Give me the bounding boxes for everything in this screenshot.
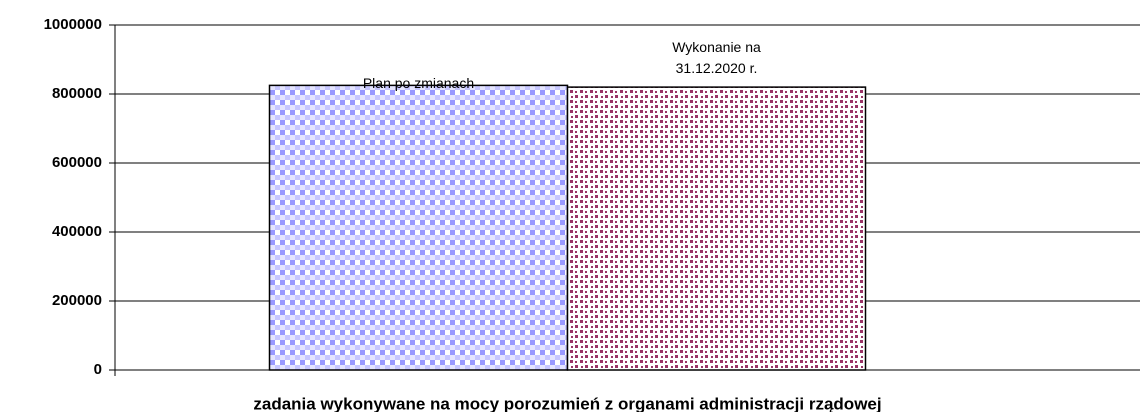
y-tick-label: 800000: [52, 85, 102, 102]
y-tick-label: 600000: [52, 154, 102, 171]
y-tick-label: 0: [94, 361, 102, 378]
bar: [566, 86, 867, 371]
series-label: Wykonanie na 31.12.2020 r.: [672, 39, 761, 77]
x-category-label: zadania wykonywane na mocy porozumień z …: [253, 394, 881, 412]
series-label: Plan po zmianach: [362, 75, 475, 92]
bar: [268, 84, 569, 371]
y-tick-label: 400000: [52, 223, 102, 240]
y-tick-label: 1000000: [44, 16, 102, 33]
y-tick-label: 200000: [52, 292, 102, 309]
